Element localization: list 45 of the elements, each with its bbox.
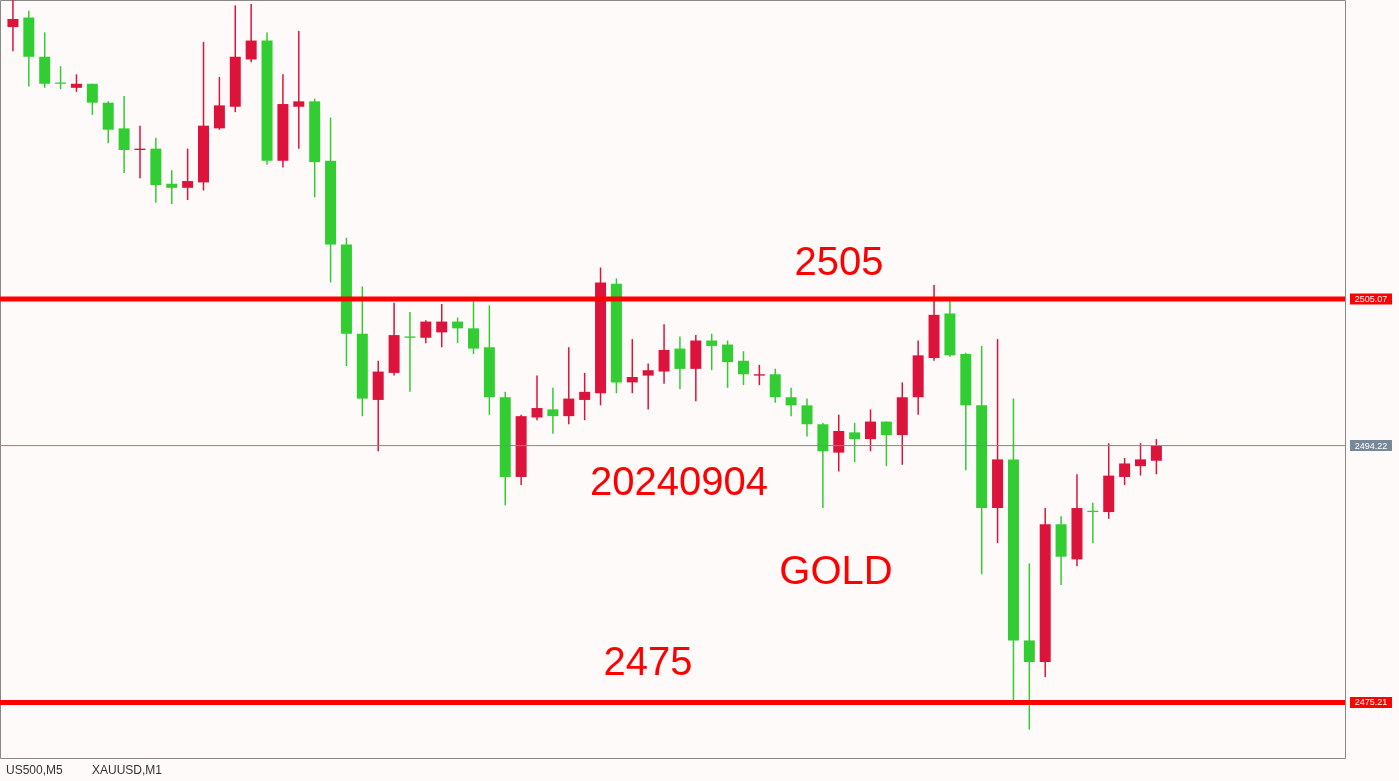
candlestick (531, 374, 543, 421)
candlestick (880, 420, 892, 467)
candlestick (737, 350, 749, 386)
text: US500,M5 (6, 763, 64, 777)
candlestick (849, 422, 861, 463)
annotation: GOLD (779, 548, 893, 592)
candlestick (7, 0, 19, 53)
candlestick (293, 30, 305, 150)
candlestick (55, 65, 67, 90)
candlestick (642, 362, 654, 411)
candlestick (833, 414, 845, 473)
ref-line-label: 2505.07 (1354, 294, 1388, 305)
ref-line-label: 2494.22 (1354, 440, 1388, 451)
candlestick (213, 76, 225, 131)
candlestick (579, 372, 591, 421)
annotation: 2505 (794, 239, 884, 283)
annotation: 20240904 (590, 459, 768, 503)
candlestick (706, 332, 718, 371)
candlestick (626, 338, 638, 394)
candlestick (753, 364, 765, 386)
candlestick (722, 339, 734, 389)
candlestick (674, 335, 686, 390)
candlestick (1134, 442, 1146, 477)
candlestick (1119, 457, 1131, 486)
candlestick (785, 387, 797, 417)
candlestick (563, 346, 575, 426)
candlestick (436, 303, 448, 348)
text: XAUUSD,M1 (92, 763, 163, 777)
candlestick (801, 397, 813, 438)
candlestick (86, 83, 98, 116)
candlestick (420, 319, 432, 344)
candlestick (1150, 438, 1162, 476)
candlestick (182, 147, 194, 201)
candlestick (769, 368, 781, 404)
annotation: 2475 (603, 639, 693, 683)
candlestick (1023, 562, 1035, 731)
candlestick (404, 311, 416, 393)
ref-line-label: 2475.21 (1354, 697, 1388, 708)
candlestick (118, 95, 130, 174)
candlestick (467, 300, 479, 355)
candlestick (166, 169, 178, 205)
candlestick (658, 323, 670, 385)
candlestick (245, 3, 257, 63)
candlestick (547, 387, 559, 435)
candlestick (865, 408, 877, 453)
